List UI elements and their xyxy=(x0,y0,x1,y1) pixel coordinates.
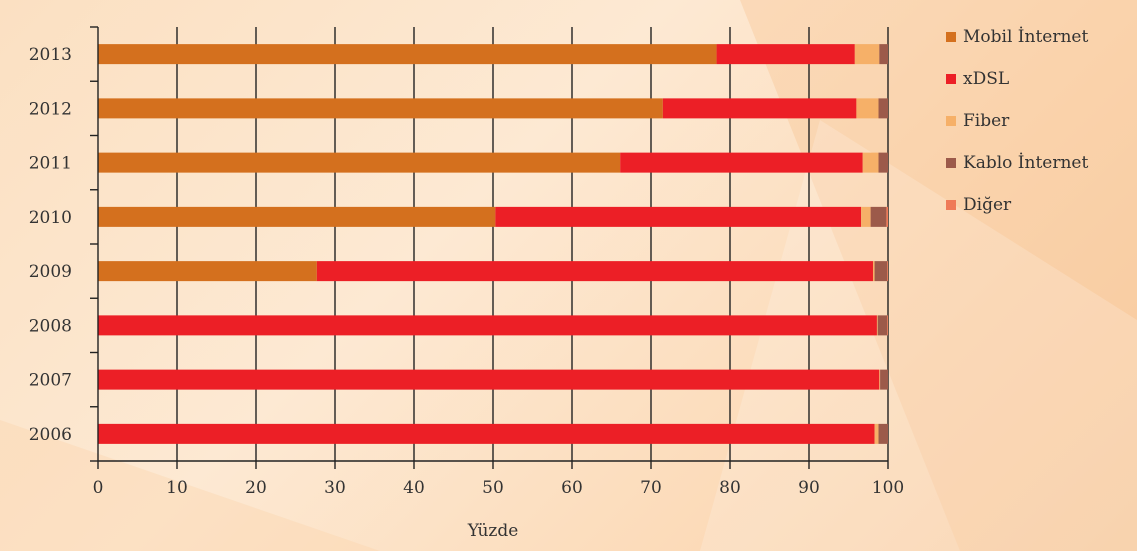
bar-segment xyxy=(861,206,871,227)
legend-item: Kablo İnternet xyxy=(946,152,1088,173)
bar-segment xyxy=(878,423,888,444)
x-tick-label: 80 xyxy=(719,478,741,498)
bar-segment xyxy=(887,261,888,282)
bar-segment xyxy=(862,152,879,173)
bar-segment xyxy=(98,206,496,227)
bar-segment xyxy=(874,261,888,282)
bar-segment xyxy=(856,98,879,119)
bar-segment xyxy=(716,44,855,65)
x-tick-label: 70 xyxy=(640,478,662,498)
bar-segment xyxy=(877,315,888,336)
bar-segment xyxy=(316,261,873,282)
bar-segment xyxy=(98,315,877,336)
bar-segment xyxy=(887,315,888,336)
bar-segment xyxy=(878,152,888,173)
x-tick-label: 30 xyxy=(324,478,346,498)
bar-segment xyxy=(872,261,875,282)
y-tick-label: 2010 xyxy=(29,208,72,228)
x-tick-label: 100 xyxy=(872,478,904,498)
bar-segment xyxy=(878,98,888,119)
x-tick-label: 20 xyxy=(245,478,267,498)
bar-segment xyxy=(880,369,888,390)
legend-label: xDSL xyxy=(963,68,1010,89)
bar-segment xyxy=(98,98,663,119)
legend-swatch xyxy=(946,157,956,168)
x-axis-title: Yüzde xyxy=(467,521,519,541)
bar-segment xyxy=(854,44,880,65)
bar-segment xyxy=(98,261,317,282)
y-tick-label: 2009 xyxy=(29,262,72,282)
bar-segment xyxy=(879,44,888,65)
x-tick-label: 10 xyxy=(166,478,188,498)
legend-swatch xyxy=(946,31,956,42)
bar-segment xyxy=(886,206,888,227)
x-tick-label: 50 xyxy=(482,478,504,498)
y-tick-label: 2006 xyxy=(29,425,72,445)
bar-segment xyxy=(620,152,863,173)
bar-segment xyxy=(879,369,881,390)
legend-label: Kablo İnternet xyxy=(963,152,1089,173)
x-tick-label: 40 xyxy=(403,478,425,498)
bar-segment xyxy=(876,315,878,336)
legend: Mobil İnternet xDSL Fiber Kablo İnternet Diğ… xyxy=(946,26,1088,236)
bar-segment xyxy=(495,206,862,227)
legend-swatch xyxy=(946,115,956,126)
legend-item: xDSL xyxy=(946,68,1088,89)
bar-segment xyxy=(870,206,887,227)
bar-segment xyxy=(662,98,857,119)
bar-segment xyxy=(874,423,879,444)
legend-item: Diğer xyxy=(946,194,1088,215)
legend-label: Diğer xyxy=(963,194,1012,215)
bar-segment xyxy=(98,44,717,65)
bar-segment xyxy=(98,152,621,173)
x-tick-label: 0 xyxy=(93,478,104,498)
legend-swatch xyxy=(946,73,956,84)
bar-segment xyxy=(98,369,880,390)
y-tick-label: 2008 xyxy=(29,316,72,336)
y-tick-label: 2013 xyxy=(29,45,72,65)
bar-segment xyxy=(98,423,875,444)
legend-item: Fiber xyxy=(946,110,1088,131)
legend-label: Fiber xyxy=(963,110,1010,131)
y-tick-label: 2007 xyxy=(29,371,72,391)
legend-item: Mobil İnternet xyxy=(946,26,1088,47)
y-tick-label: 2012 xyxy=(29,99,72,119)
x-tick-label: 90 xyxy=(798,478,820,498)
legend-swatch xyxy=(946,199,956,210)
x-tick-label: 60 xyxy=(561,478,583,498)
y-tick-label: 2011 xyxy=(29,154,72,174)
legend-label: Mobil İnternet xyxy=(963,26,1089,47)
